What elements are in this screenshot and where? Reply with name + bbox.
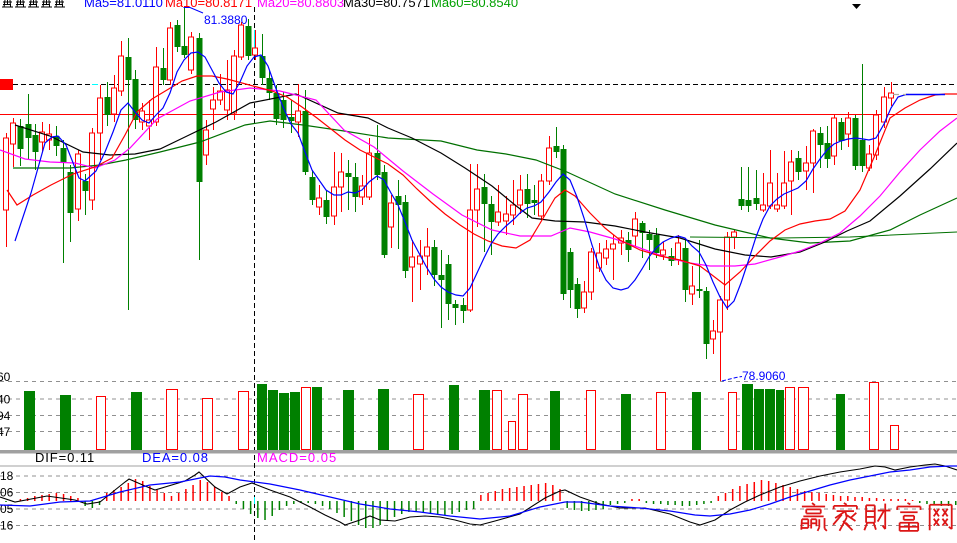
svg-text:06: 06 <box>0 486 14 500</box>
svg-text:81.3880: 81.3880 <box>204 13 248 27</box>
svg-text:94: 94 <box>0 409 11 423</box>
svg-text:78.9060: 78.9060 <box>742 369 786 383</box>
svg-text:Ma20=80.8803: Ma20=80.8803 <box>257 0 344 10</box>
svg-text:40: 40 <box>0 393 11 407</box>
svg-text:Ma10=80.8171: Ma10=80.8171 <box>165 0 252 10</box>
svg-text:47: 47 <box>0 425 11 439</box>
svg-text:Ma60=80.8540: Ma60=80.8540 <box>431 0 518 10</box>
svg-text:MACD=0.05: MACD=0.05 <box>257 450 337 465</box>
svg-text:Ma30=80.7571: Ma30=80.7571 <box>343 0 430 10</box>
svg-text:60: 60 <box>0 370 11 384</box>
svg-text:18: 18 <box>0 469 14 483</box>
svg-text:DEA=0.08: DEA=0.08 <box>142 450 209 465</box>
svg-text:Ma5=81.0110: Ma5=81.0110 <box>84 0 163 10</box>
svg-text:16: 16 <box>0 519 14 533</box>
svg-text:05: 05 <box>0 502 14 516</box>
svg-text:DIF=0.11: DIF=0.11 <box>35 450 95 465</box>
